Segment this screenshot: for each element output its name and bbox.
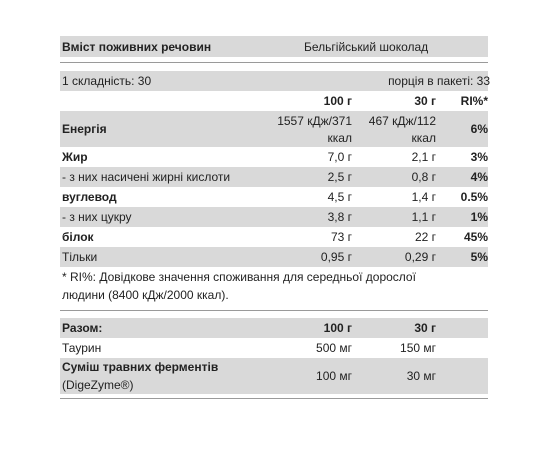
table-row: Енергія 1557 кДж/371 ккал 467 кДж/112 кк… — [60, 111, 488, 147]
row-value-30g: 467 кДж/112 — [368, 114, 436, 128]
table-row: - з них цукру 3,8 г 1,1 г 1% — [60, 207, 488, 227]
row-ri: 5% — [470, 250, 488, 264]
row-label: Енергія — [62, 122, 107, 136]
row-ri: 6% — [470, 122, 488, 136]
totals-label: Разом: — [62, 321, 103, 335]
footnote: * RI%: Довідкове значення споживання для… — [60, 267, 488, 307]
col-ri: RI%* — [460, 94, 488, 108]
row-value-100g: 2,5 г — [327, 170, 352, 184]
row-value-30g: 30 мг — [406, 369, 436, 383]
row-label: Жир — [62, 150, 88, 164]
divider — [60, 310, 488, 311]
nutrition-table: Вміст поживних речовин Бельгійський шоко… — [60, 0, 490, 450]
footnote-line-2: людини (8400 кДж/2000 ккал). — [62, 288, 229, 302]
totals-col-100g: 100 г — [323, 321, 352, 335]
table-row: Суміш травних ферментів (DigeZyme®) 100 … — [60, 358, 488, 394]
table-row: Тільки 0,95 г 0,29 г 5% — [60, 247, 488, 267]
row-value-100g-unit: ккал — [327, 131, 352, 145]
row-ri: 0.5% — [460, 190, 488, 204]
totals-header-row: Разом: 100 г 30 г — [60, 318, 488, 338]
row-value-30g-unit: ккал — [411, 131, 436, 145]
row-ri: 1% — [470, 210, 488, 224]
row-value-100g: 0,95 г — [320, 250, 352, 264]
row-value-100g: 73 г — [330, 230, 352, 244]
serving-row: 1 складність: 30 порція в пакеті: 33 — [60, 71, 490, 91]
header-row: Вміст поживних речовин Бельгійський шоко… — [60, 36, 488, 57]
table-row: білок 73 г 22 г 45% — [60, 227, 488, 247]
header-product: Бельгійський шоколад — [304, 40, 429, 54]
row-value-30g: 1,1 г — [411, 210, 436, 224]
row-value-30g: 0,8 г — [411, 170, 436, 184]
row-ri: 45% — [463, 230, 488, 244]
serving-per-pack: порція в пакеті: 33 — [388, 74, 490, 88]
serving-count: 1 складність: 30 — [62, 74, 152, 88]
row-value-100g: 4,5 г — [327, 190, 352, 204]
table-row: Жир 7,0 г 2,1 г 3% — [60, 147, 488, 167]
row-value-100g: 500 мг — [316, 341, 352, 355]
row-label: Суміш травних ферментів — [62, 360, 219, 374]
row-ri: 4% — [470, 170, 488, 184]
row-value-30g: 22 г — [414, 230, 436, 244]
row-label: білок — [62, 230, 94, 244]
footnote-line-1: * RI%: Довідкове значення споживання для… — [62, 270, 416, 284]
col-100g: 100 г — [323, 94, 352, 108]
row-sublabel: (DigeZyme®) — [62, 378, 134, 392]
table-row: вуглевод 4,5 г 1,4 г 0.5% — [60, 187, 488, 207]
row-label: - з них цукру — [62, 210, 132, 224]
row-value-30g: 0,29 г — [404, 250, 436, 264]
row-label: Таурин — [62, 341, 102, 355]
row-value-100g: 3,8 г — [327, 210, 352, 224]
header-title: Вміст поживних речовин — [62, 40, 212, 54]
col-30g: 30 г — [414, 94, 436, 108]
column-header-row: 100 г 30 г RI%* — [60, 91, 488, 111]
totals-col-30g: 30 г — [414, 321, 436, 335]
table-row: - з них насичені жирні кислоти 2,5 г 0,8… — [60, 167, 488, 187]
row-value-100g: 100 мг — [316, 369, 352, 383]
row-value-100g: 1557 кДж/371 — [277, 114, 352, 128]
row-label: вуглевод — [62, 190, 117, 204]
row-value-100g: 7,0 г — [327, 150, 352, 164]
row-label: - з них насичені жирні кислоти — [62, 170, 231, 184]
row-value-30g: 1,4 г — [411, 190, 436, 204]
row-value-30g: 2,1 г — [411, 150, 436, 164]
table-row: Таурин 500 мг 150 мг — [60, 338, 488, 358]
divider — [60, 398, 488, 399]
divider — [60, 62, 488, 63]
row-ri: 3% — [470, 150, 488, 164]
row-label: Тільки — [62, 250, 98, 264]
row-value-30g: 150 мг — [400, 341, 436, 355]
